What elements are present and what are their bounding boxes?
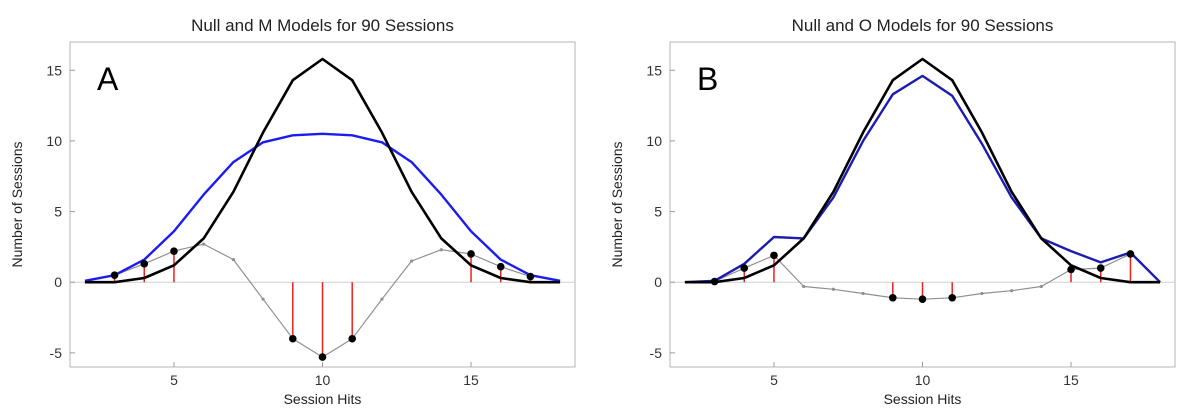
difference-marker: [410, 259, 414, 263]
y-tick-label: 15: [646, 62, 662, 78]
difference-marker: [1039, 284, 1043, 289]
data-point: [348, 334, 357, 343]
data-point: [710, 277, 719, 286]
y-tick-label: 5: [54, 204, 62, 220]
data-point: [1067, 265, 1075, 274]
x-tick-label: 15: [1063, 372, 1079, 388]
y-tick-label: -5: [650, 345, 663, 361]
x-axis-label: Session Hits: [284, 391, 362, 407]
y-tick-label: 15: [46, 62, 62, 78]
difference-marker: [231, 258, 235, 262]
data-point: [288, 334, 297, 343]
data-point: [918, 295, 927, 303]
x-tick-label: 15: [463, 372, 479, 388]
difference-marker: [802, 284, 806, 289]
chart-title: Null and M Models for 90 Sessions: [191, 16, 454, 35]
y-tick-label: 10: [46, 133, 62, 149]
null-model-line: [684, 57, 1161, 284]
y-tick-label: 0: [654, 274, 662, 290]
panel-letter: A: [97, 61, 119, 97]
x-tick-label: 5: [170, 372, 178, 388]
x-tick-label: 10: [915, 372, 931, 388]
panel-b: Null and O Models for 90 Sessions Sessio…: [609, 16, 1176, 407]
y-tick-label: 5: [654, 204, 662, 220]
null-model-line: [84, 57, 561, 284]
y-axis-label: Number of Sessions: [609, 141, 625, 267]
x-tick-label: 5: [770, 372, 778, 388]
data-point: [526, 272, 535, 281]
data-point: [1126, 250, 1135, 258]
difference-marker: [439, 248, 443, 252]
alt-model-line: [684, 74, 1161, 284]
plot-frame: [669, 41, 1176, 368]
difference-marker: [202, 242, 206, 246]
data-point: [110, 271, 119, 279]
difference-marker: [861, 291, 865, 296]
data-point: [496, 262, 505, 271]
y-tick-label: -5: [50, 345, 63, 361]
alt-model-line: [84, 132, 561, 282]
panel-letter: B: [697, 61, 718, 97]
data-point: [467, 250, 475, 258]
data-point: [948, 293, 957, 302]
difference-marker: [980, 291, 984, 296]
difference-marker: [261, 297, 265, 301]
y-tick-label: 10: [646, 133, 662, 149]
difference-marker: [380, 297, 384, 301]
difference-marker: [1010, 289, 1014, 293]
difference-marker: [831, 287, 835, 291]
y-axis-label: Number of Sessions: [9, 141, 25, 267]
panel-a: Null and M Models for 90 Sessions Sessio…: [9, 16, 576, 407]
data-point: [318, 353, 327, 361]
data-point: [1096, 264, 1105, 272]
data-point: [888, 293, 897, 302]
data-point: [740, 264, 749, 272]
chart-title: Null and O Models for 90 Sessions: [792, 16, 1054, 35]
data-point: [170, 247, 178, 255]
y-tick-label: 0: [54, 274, 62, 290]
x-axis-label: Session Hits: [884, 391, 962, 407]
data-point: [140, 260, 149, 268]
x-tick-label: 10: [315, 372, 331, 388]
data-point: [770, 251, 778, 260]
